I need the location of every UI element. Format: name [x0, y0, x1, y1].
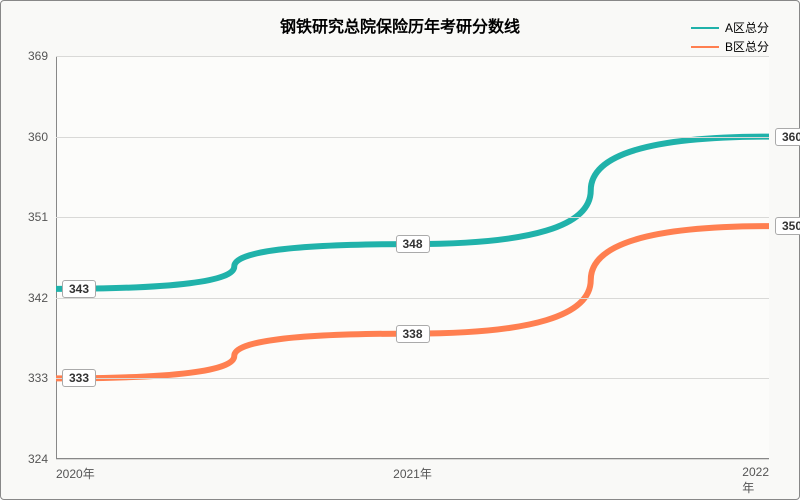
y-tick-label: 324 [28, 452, 56, 466]
data-label: 338 [395, 325, 429, 343]
grid-line [56, 298, 769, 299]
grid-line [56, 217, 769, 218]
y-tick-label: 360 [28, 130, 56, 144]
legend: A区总分 B区总分 [691, 19, 769, 57]
data-label: 360 [775, 128, 800, 146]
chart-container: 钢铁研究总院保险历年考研分数线 A区总分 B区总分 324 333 342 351 36… [0, 0, 800, 500]
data-label: 350 [775, 217, 800, 235]
legend-swatch-0 [691, 27, 719, 29]
x-tick-label: 2020年 [56, 459, 95, 482]
series-line [56, 137, 769, 289]
legend-label: B区总分 [725, 38, 769, 55]
legend-item: A区总分 [691, 19, 769, 36]
grid-line [56, 56, 769, 57]
y-tick-label: 369 [28, 49, 56, 63]
chart-title: 钢铁研究总院保险历年考研分数线 [1, 13, 799, 37]
plot-area: 3243333423513603692020年2021年2022年3433483… [56, 56, 769, 459]
grid-line [56, 378, 769, 379]
x-tick-label: 2022年 [742, 459, 769, 496]
data-label: 333 [62, 369, 96, 387]
line-series-svg [56, 56, 769, 459]
data-label: 348 [395, 235, 429, 253]
y-tick-label: 351 [28, 210, 56, 224]
legend-label: A区总分 [725, 19, 769, 36]
x-tick-label: 2021年 [393, 459, 432, 482]
legend-item: B区总分 [691, 38, 769, 55]
grid-line [56, 137, 769, 138]
legend-swatch-1 [691, 46, 719, 48]
data-label: 343 [62, 280, 96, 298]
y-tick-label: 333 [28, 371, 56, 385]
y-tick-label: 342 [28, 291, 56, 305]
